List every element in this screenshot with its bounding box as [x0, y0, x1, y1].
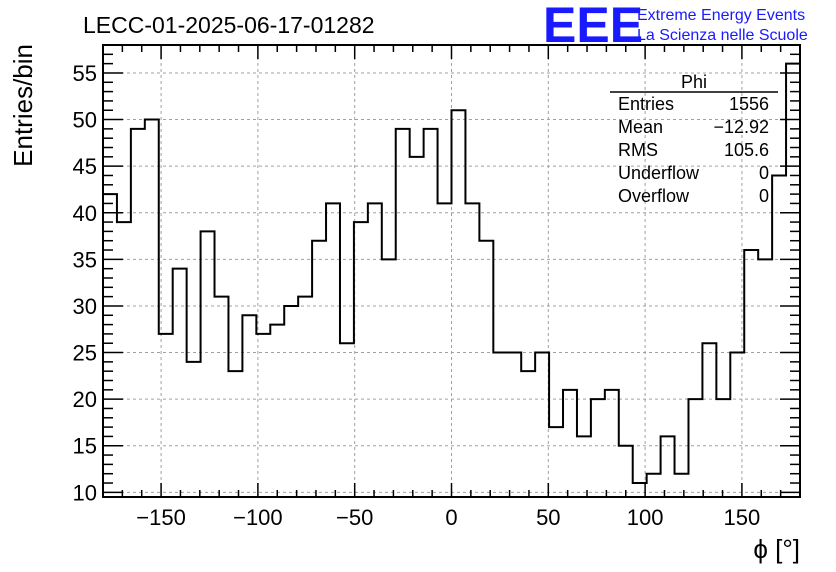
histogram-bin — [619, 446, 633, 497]
stats-label: Entries — [618, 94, 674, 114]
eee-logo: EEE Extreme Energy Events La Scienza nel… — [543, 0, 808, 53]
histogram-bin — [256, 334, 270, 497]
y-tick-label: 20 — [73, 387, 97, 412]
histogram-bin — [159, 334, 173, 497]
stats-value: 0 — [759, 186, 769, 206]
histogram-bin — [535, 353, 549, 497]
histogram-bin — [549, 427, 563, 497]
y-tick-label: 55 — [73, 61, 97, 86]
stats-label: RMS — [618, 140, 658, 160]
histogram-bin — [716, 399, 730, 497]
histogram-bin — [270, 325, 284, 497]
stats-label: Mean — [618, 117, 663, 137]
histogram-bin — [242, 315, 256, 497]
histogram-bin — [215, 297, 229, 497]
y-tick-label: 30 — [73, 294, 97, 319]
axis-ticks — [102, 44, 801, 497]
stats-rows: Entries 1556 Mean −12.92 RMS 105.6 Underflow 0 O… — [618, 94, 769, 206]
histogram-bin — [758, 259, 772, 497]
x-tick-label: −150 — [136, 505, 186, 530]
stats-box: Phi Entries 1556 Mean −12.92 RMS 105.6 Underfl… — [610, 72, 778, 206]
histogram-bin — [577, 436, 591, 497]
histogram-bin — [187, 362, 201, 497]
y-tick-label: 25 — [73, 341, 97, 366]
histogram-bin — [493, 353, 507, 497]
x-tick-label: −50 — [336, 505, 373, 530]
histogram-bin — [173, 269, 187, 497]
logo-line-1: Extreme Energy Events — [637, 7, 805, 24]
histogram-bin — [145, 120, 159, 497]
histogram-bin — [368, 203, 382, 497]
stats-label: Overflow — [618, 186, 690, 206]
histogram-bin — [772, 175, 786, 497]
stats-value: −12.92 — [713, 117, 769, 137]
histogram-bin — [591, 399, 605, 497]
x-axis-title: ϕ [°] — [753, 534, 800, 564]
stats-box-name: Phi — [681, 72, 707, 92]
y-tick-labels: 10 15 20 25 30 35 40 45 50 55 — [73, 61, 97, 505]
histogram-bin — [340, 343, 354, 497]
x-tick-label: 50 — [536, 505, 560, 530]
y-tick-label: 10 — [73, 480, 97, 505]
x-tick-label: 0 — [445, 505, 457, 530]
y-tick-label: 45 — [73, 154, 97, 179]
histogram-bin — [312, 241, 326, 497]
histogram-bin — [521, 371, 535, 497]
histogram-bin — [661, 436, 675, 497]
histogram-bin — [396, 129, 410, 497]
histogram-bin — [688, 399, 702, 497]
histogram-bin — [298, 297, 312, 497]
histogram-outline — [102, 62, 801, 497]
histogram-bin — [382, 259, 396, 497]
histogram-bin — [744, 250, 758, 497]
histogram-bin — [647, 474, 661, 497]
histogram-bin — [284, 306, 298, 497]
chart-title: LECC-01-2025-06-17-01282 — [83, 12, 375, 38]
histogram-bin — [228, 371, 242, 497]
x-tick-label: 150 — [724, 505, 761, 530]
x-tick-label: 100 — [627, 505, 664, 530]
histogram-bin — [410, 157, 424, 497]
y-tick-label: 40 — [73, 201, 97, 226]
stats-value: 1556 — [729, 94, 769, 114]
histogram-bin — [354, 222, 368, 497]
stats-value: 0 — [759, 163, 769, 183]
histogram-bin — [117, 222, 131, 497]
y-tick-label: 15 — [73, 434, 97, 459]
histogram-bin — [730, 353, 744, 497]
stats-label: Underflow — [618, 163, 700, 183]
histogram-bin — [201, 231, 215, 497]
histogram-bin — [507, 353, 521, 497]
histogram-bin — [326, 203, 340, 497]
histogram-bin — [103, 194, 117, 497]
y-tick-label: 35 — [73, 247, 97, 272]
histogram-bin — [465, 203, 479, 497]
histogram-bin — [702, 343, 716, 497]
y-tick-label: 50 — [73, 108, 97, 133]
histogram-bin — [605, 390, 619, 497]
y-axis-title: Entries/bin — [8, 44, 38, 167]
x-tick-label: −100 — [233, 505, 283, 530]
histogram-bin — [479, 241, 493, 497]
histogram-bins — [103, 64, 800, 497]
histogram-bin — [131, 129, 145, 497]
histogram-bin — [675, 474, 689, 497]
stats-value: 105.6 — [724, 140, 769, 160]
logo-mark: EEE — [543, 0, 643, 53]
logo-line-2: La Scienza nelle Scuole — [637, 27, 808, 44]
histogram-bin — [438, 203, 452, 497]
histogram-bin — [563, 390, 577, 497]
x-tick-labels: −150 −100 −50 0 50 100 150 — [136, 505, 760, 530]
histogram-bin — [452, 110, 466, 497]
histogram-bin — [424, 129, 438, 497]
